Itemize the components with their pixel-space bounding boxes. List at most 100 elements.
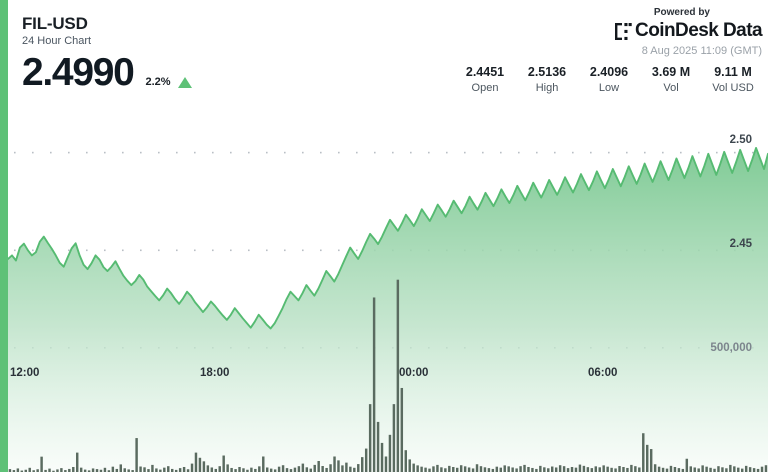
grid-dot: [284, 249, 286, 252]
volume-bar: [590, 468, 594, 472]
volume-bar: [701, 465, 704, 472]
volume-bar: [32, 470, 35, 472]
volume-bar: [412, 463, 415, 472]
volume-bars: [8, 279, 768, 472]
volume-bar: [642, 433, 645, 472]
volume-bar: [499, 467, 502, 472]
volume-bar: [400, 387, 404, 472]
stat-label: Vol USD: [712, 82, 754, 94]
volume-bar: [665, 468, 669, 472]
volume-bar: [135, 438, 138, 472]
volume-bar: [705, 466, 708, 472]
grid-dot: [680, 151, 682, 154]
volume-bar: [218, 466, 221, 472]
grid-dot: [554, 151, 556, 154]
volume-bar: [681, 468, 685, 472]
volume-bar: [364, 448, 368, 472]
volume-bar: [452, 466, 455, 472]
volume-bar: [174, 469, 178, 472]
volume-bar: [618, 466, 621, 472]
volume-bar: [56, 469, 59, 472]
grid-dot: [536, 151, 538, 154]
volume-bar: [24, 469, 27, 472]
grid-dot: [716, 151, 718, 154]
volume-bar: [139, 466, 142, 472]
grid-dot: [68, 249, 70, 252]
volume-bar: [725, 468, 728, 472]
grid-dot: [14, 151, 16, 154]
volume-bar: [230, 467, 233, 472]
volume-bar: [238, 466, 241, 472]
grid-dot: [86, 249, 88, 252]
volume-bar: [285, 468, 289, 472]
volume-bar: [226, 464, 229, 472]
left-accent-bar: [0, 0, 8, 472]
volume-bar: [396, 279, 400, 472]
volume-bar: [578, 464, 582, 472]
volume-bar: [531, 467, 534, 472]
grid-dot: [248, 151, 250, 154]
volume-bar: [250, 467, 253, 472]
volume-bar: [649, 449, 653, 472]
volume-bar: [178, 468, 182, 472]
volume-bar: [171, 468, 174, 472]
volume-bar: [127, 469, 130, 472]
volume-bar: [321, 466, 324, 472]
volume-bar: [182, 466, 186, 472]
volume-bar: [143, 467, 146, 472]
volume-bar: [384, 456, 388, 472]
grid-dot: [626, 151, 628, 154]
grid-dot: [230, 151, 232, 154]
volume-bar: [475, 464, 479, 472]
volume-bar: [448, 465, 451, 472]
volume-bar: [717, 466, 720, 472]
grid-dot: [356, 151, 358, 154]
grid-dot: [752, 151, 754, 154]
grid-dot: [698, 151, 700, 154]
volume-bar: [721, 467, 724, 472]
powered-by-label: Powered by: [653, 7, 710, 18]
grid-dot: [230, 249, 232, 252]
grid-dot: [176, 151, 178, 154]
volume-bar: [471, 468, 475, 472]
volume-bar: [519, 466, 522, 472]
timestamp: 8 Aug 2025 11:09 (GMT): [641, 45, 762, 57]
volume-bar: [12, 470, 16, 472]
stat-vol: 3.69 M Vol: [642, 64, 700, 96]
price-area-fill: [8, 147, 768, 472]
volume-bar: [254, 468, 257, 472]
volume-bar: [756, 468, 760, 472]
grid-dot: [50, 151, 52, 154]
volume-bar: [535, 468, 538, 472]
volume-bar: [64, 470, 67, 472]
volume-bar: [376, 421, 380, 472]
volume-bar: [246, 469, 249, 472]
volume-bar: [163, 467, 166, 472]
volume-bar: [543, 467, 546, 472]
volume-bar: [222, 455, 225, 472]
volume-bar: [634, 466, 637, 472]
brand-row[interactable]: CoinDesk Data: [452, 21, 763, 41]
volume-bar: [305, 467, 309, 472]
coindesk-bracket-icon: [615, 22, 632, 40]
grid-dot: [482, 151, 484, 154]
volume-bar: [372, 297, 376, 472]
volume-bar: [467, 467, 471, 472]
volume-bar: [741, 468, 744, 472]
volume-bar: [91, 468, 95, 472]
volume-bar: [574, 467, 578, 472]
volume-bar: [99, 469, 103, 472]
volume-bar: [622, 466, 625, 472]
volume-bar: [677, 468, 681, 472]
volume-bar: [309, 468, 312, 472]
stat-value: 2.5136: [527, 65, 567, 79]
stat-value: 2.4451: [465, 65, 505, 79]
volume-bar: [547, 468, 550, 472]
volume-bar: [713, 468, 716, 472]
volume-bar: [297, 466, 301, 472]
volume-bar: [491, 468, 495, 472]
grid-dot: [14, 249, 16, 252]
grid-dot: [266, 249, 268, 252]
grid-dot: [212, 151, 214, 154]
